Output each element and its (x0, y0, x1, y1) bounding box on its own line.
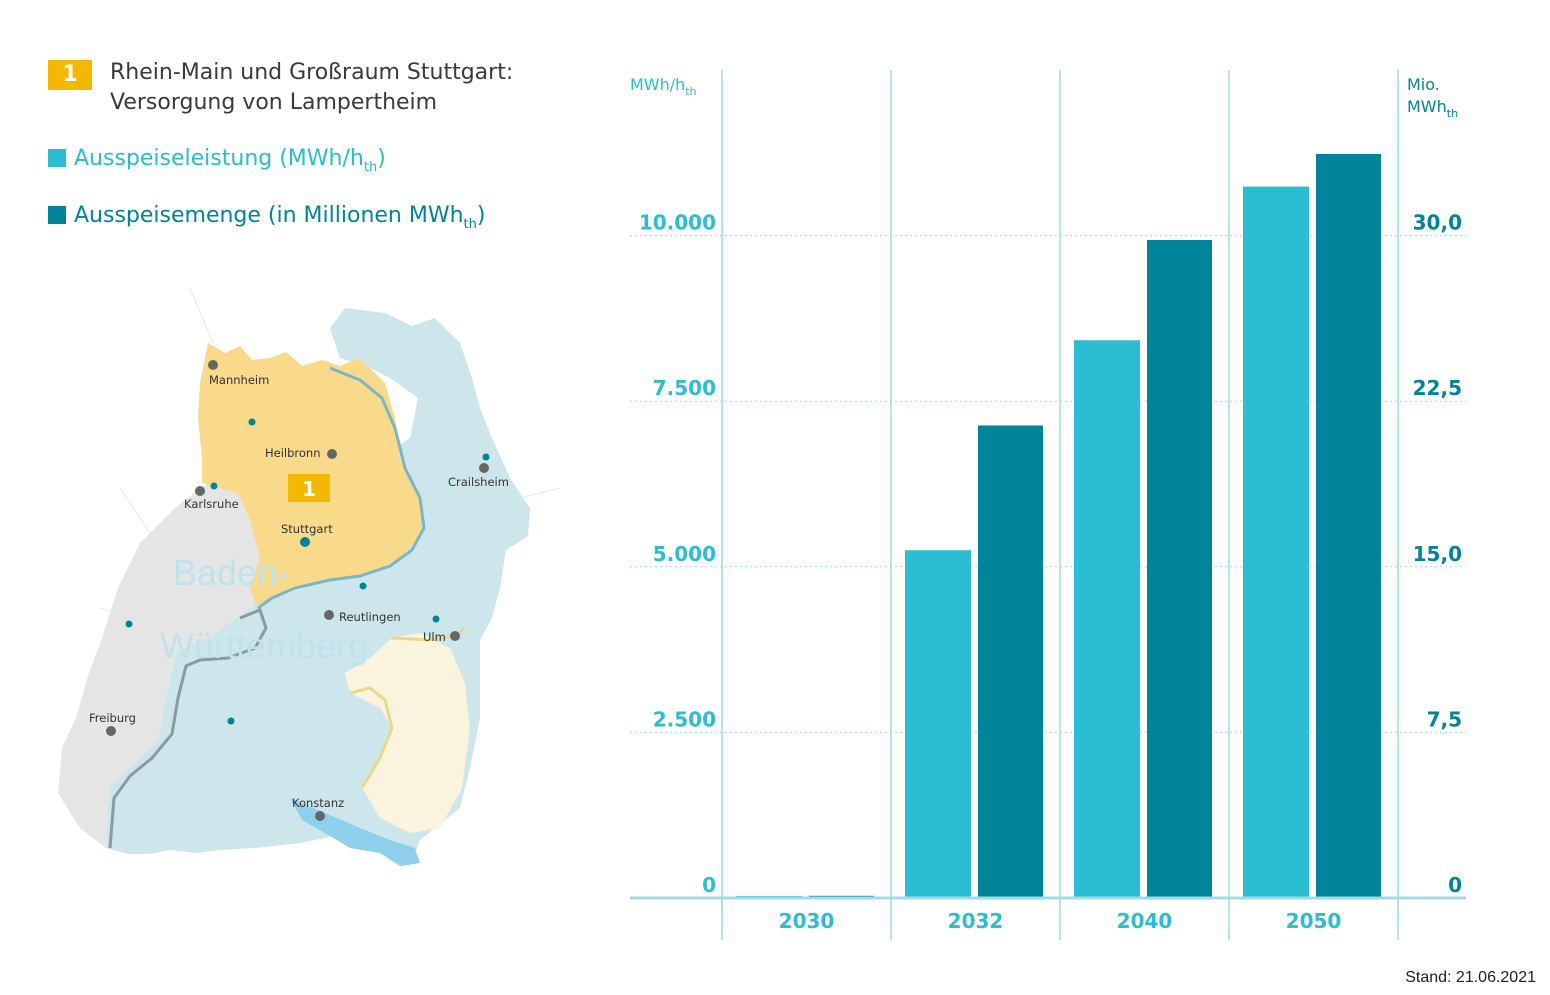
region-title-line2: Versorgung von Lampertheim (110, 90, 438, 115)
bars (736, 153, 1381, 899)
right-axis-label-line1: Mio. (1407, 75, 1440, 94)
region-number-badge: 1 (48, 60, 92, 90)
legend-item2-text: Ausspeisemenge (in Millionen MWh (74, 203, 464, 228)
legend-item-ausspeisemenge: Ausspeisemenge (in Millionen MWhth) (48, 203, 485, 232)
region-map: Baden- Württemberg 1 Mannheim Heilbronn … (58, 288, 560, 866)
left-axis-label: MWh/hth (630, 75, 697, 98)
city-dot-karlsruhe (195, 486, 205, 496)
right-tick-label: 30,0 (1413, 211, 1462, 235)
city-ulm: Ulm (423, 630, 446, 644)
category-label-2032: 2032 (948, 909, 1004, 933)
left-tick-label: 2.500 (653, 707, 716, 731)
map-region-badge: 1 (302, 477, 316, 501)
category-label-2030: 2030 (779, 909, 835, 933)
city-dot-reutlingen (324, 610, 334, 620)
bar-ausspeiseleistung-2032 (905, 550, 971, 898)
city-dot-heilbronn (327, 449, 337, 459)
right-axis-label-line2: MWhth (1407, 97, 1458, 120)
legend-swatch-dark (48, 206, 66, 224)
city-dot-stuttgart (300, 537, 310, 547)
south-border (349, 626, 466, 789)
category-separators (721, 70, 1399, 940)
bar-ausspeiseleistung-2040 (1074, 340, 1140, 899)
category-label-2040: 2040 (1117, 909, 1173, 933)
state-label-1: Baden- (173, 552, 289, 593)
region-title: Rhein-Main und Großraum Stuttgart: Verso… (110, 58, 513, 118)
network-points (125, 418, 490, 725)
bar-ausspeisemenge-2040 (1147, 240, 1212, 899)
legend-item1-close: ) (377, 146, 386, 171)
region-west-grey (58, 468, 268, 848)
bar-ausspeisemenge-2032 (978, 425, 1043, 898)
left-tick-label: 5.000 (653, 542, 716, 566)
right-axis-ticks: 0 7,5 15,0 22,5 30,0 (1413, 211, 1462, 897)
legend-item2-sub: th (463, 217, 477, 232)
right-tick-label: 0 (1448, 873, 1462, 897)
left-axis-ticks: 0 2.500 5.000 7.500 10.000 (639, 211, 716, 897)
city-reutlingen: Reutlingen (339, 610, 401, 624)
bar-ausspeisemenge-2050 (1316, 153, 1381, 898)
city-karlsruhe: Karlsruhe (184, 497, 239, 511)
city-dot-mannheim (208, 360, 218, 370)
state-label-2: Württemberg (160, 625, 368, 666)
left-tick-label: 10.000 (639, 211, 716, 235)
city-dot-ulm (450, 631, 460, 641)
city-konstanz: Konstanz (292, 796, 344, 810)
stand-date: Stand: 21.06.2021 (1405, 969, 1536, 986)
map-region-badge-box (288, 474, 330, 502)
legend-item1-text: Ausspeiseleistung (MWh/h (74, 146, 364, 171)
region-title-line1: Rhein-Main und Großraum Stuttgart: (110, 60, 514, 85)
city-heilbronn: Heilbronn (265, 446, 321, 460)
legend-item1-sub: th (363, 160, 378, 175)
city-stuttgart: Stuttgart (281, 522, 333, 536)
right-tick-label: 22,5 (1413, 376, 1462, 400)
west-border (108, 608, 268, 849)
city-mannheim: Mannheim (209, 373, 269, 387)
left-tick-label: 0 (702, 873, 716, 897)
right-tick-label: 15,0 (1413, 542, 1462, 566)
city-crailsheim: Crailsheim (448, 475, 509, 489)
bar-ausspeiseleistung-2050 (1243, 186, 1309, 898)
category-label-2050: 2050 (1286, 909, 1342, 933)
left-tick-label: 7.500 (653, 376, 716, 400)
legend-item2-close: ) (476, 203, 486, 228)
legend-swatch-light (48, 149, 66, 167)
legend-item-ausspeiseleistung: Ausspeiseleistung (MWh/hth) (48, 146, 386, 175)
city-dot-konstanz (315, 811, 325, 821)
city-dot-crailsheim (479, 463, 489, 473)
city-dot-freiburg (106, 726, 116, 736)
region-south-cream (345, 633, 470, 833)
region-1-border (257, 366, 426, 610)
category-labels: 2030 2032 2040 2050 (779, 909, 1342, 933)
right-tick-label: 7,5 (1427, 707, 1462, 731)
city-freiburg: Freiburg (89, 711, 136, 725)
